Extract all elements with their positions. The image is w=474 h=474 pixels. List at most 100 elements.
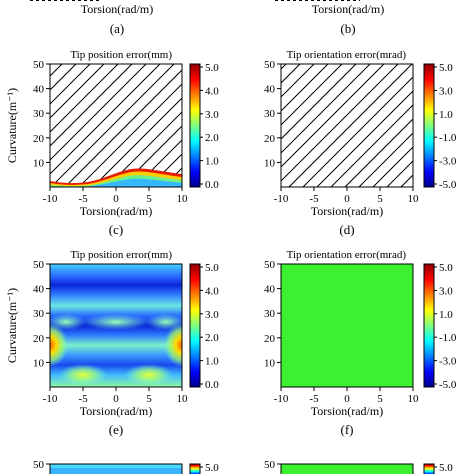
panel-f: Tip orientation error(mrad)1020304050-10… bbox=[264, 249, 457, 437]
panel-e-ytick-label: 30 bbox=[33, 308, 45, 320]
panel-g-field-top bbox=[50, 464, 182, 468]
panel-d-ytick-label: 50 bbox=[264, 59, 276, 71]
panel-e-colorbar-label: 5.0 bbox=[205, 262, 219, 274]
panel-e-xtick-label: -10 bbox=[43, 393, 58, 405]
panel-f-ytick-label: 30 bbox=[264, 308, 276, 320]
panel-f-colorbar-label: 1.0 bbox=[439, 309, 453, 321]
panel-f-colorbar-label: 3.0 bbox=[439, 285, 453, 297]
panel-e-xtick-label: 0 bbox=[113, 393, 119, 405]
panel-c-ytick-label: 10 bbox=[33, 157, 45, 169]
panel-e-xtick-label: 5 bbox=[146, 393, 152, 405]
panel-d-caption: (d) bbox=[339, 222, 354, 237]
panel-h-artwork bbox=[281, 464, 413, 474]
panel-f-colorbar-label: -3.0 bbox=[439, 356, 457, 368]
panel-d-colorbar-label: -1.0 bbox=[439, 132, 457, 144]
panel-d-hatch bbox=[281, 64, 413, 187]
panel-f-ytick-label: 10 bbox=[264, 357, 276, 369]
panel-f-artwork bbox=[281, 264, 413, 387]
panel-f-xtick-label: 10 bbox=[408, 393, 420, 405]
panel-e-colorbar bbox=[189, 263, 201, 388]
panel-d-xtick-label: 5 bbox=[377, 193, 383, 205]
panel-d-colorbar-label: 3.0 bbox=[439, 85, 453, 97]
panel-d-xlabel: Torsion(rad/m) bbox=[311, 204, 383, 218]
top-cut-row: Torsion(rad/m) Torsion(rad/m) (a) (b) bbox=[30, 0, 384, 36]
panel-f-colorbar bbox=[423, 263, 435, 388]
panel-h: 50 5.0 bbox=[264, 459, 453, 474]
panel-e-frame bbox=[49, 263, 183, 388]
panel-e-ytick-label: 50 bbox=[33, 259, 45, 271]
panel-d: Tip orientation error(mrad)1020304050-10… bbox=[264, 49, 457, 237]
panel-d-frame bbox=[280, 63, 414, 188]
panel-e-ytick-label: 10 bbox=[33, 357, 45, 369]
panel-c-artwork bbox=[50, 64, 182, 187]
panel-h-field bbox=[281, 464, 413, 474]
panel-c: Tip position error(mm) 10 20 30 40 50 -10 -5 0 5 1… bbox=[5, 49, 219, 237]
panel-c-ytick-label: 20 bbox=[33, 133, 45, 145]
panel-e-midspot-right bbox=[146, 314, 182, 330]
panel-e-artwork bbox=[50, 264, 182, 387]
panel-c-ytick-label: 30 bbox=[33, 108, 45, 120]
panel-c-xtick-label: 5 bbox=[146, 193, 152, 205]
panel-e-title: Tip position error(mm) bbox=[70, 249, 172, 261]
panel-e-midspot-center bbox=[82, 314, 150, 330]
panel-f-title: Tip orientation error(mrad) bbox=[287, 249, 407, 261]
panel-h-colorbar-label: 5.0 bbox=[439, 462, 453, 474]
panel-d-xtick-label: -5 bbox=[309, 193, 319, 205]
panel-g: 50 5.0 bbox=[33, 459, 219, 474]
panel-f-ytick-label: 40 bbox=[264, 284, 276, 296]
panel-g-colorbar bbox=[189, 463, 201, 474]
panel-c-colorbar-label: 4.0 bbox=[205, 85, 219, 97]
panel-c-ytick-label: 50 bbox=[33, 59, 45, 71]
panel-c-colorbar-label: 0.0 bbox=[205, 179, 219, 191]
panel-c-caption: (c) bbox=[109, 222, 123, 237]
panel-e-warmspot-right bbox=[125, 364, 173, 386]
panel-e-colorbar-label: 4.0 bbox=[205, 285, 219, 297]
panel-g-colorbar-label: 5.0 bbox=[205, 462, 219, 474]
panel-c-xlabel: Torsion(rad/m) bbox=[80, 204, 152, 218]
panel-e-xlabel: Torsion(rad/m) bbox=[80, 404, 152, 418]
panel-f-caption: (f) bbox=[341, 422, 354, 437]
panel-d-ytick-label: 40 bbox=[264, 84, 276, 96]
caption-a: (a) bbox=[110, 21, 124, 36]
panel-e-xtick-label: -5 bbox=[78, 393, 88, 405]
panel-h-frame bbox=[280, 463, 414, 474]
panel-h-colorbar bbox=[423, 463, 435, 474]
panel-c-valid-cyan bbox=[84, 178, 182, 187]
panel-c-frame bbox=[49, 63, 183, 188]
panel-g-field bbox=[50, 464, 182, 474]
panel-f-colorbar-label: -5.0 bbox=[439, 379, 457, 391]
panel-e-midspot-left bbox=[50, 314, 86, 330]
panel-d-xtick-label: 10 bbox=[408, 193, 420, 205]
panel-f-xtick-label: -10 bbox=[274, 393, 289, 405]
panel-e-ytick-label: 20 bbox=[33, 333, 45, 345]
panel-d-colorbar-label: -3.0 bbox=[439, 156, 457, 168]
top-cut-xlabel-right: Torsion(rad/m) bbox=[312, 2, 384, 16]
panel-e-warmspot-left bbox=[59, 364, 107, 386]
panel-d-xtick-label: 0 bbox=[344, 193, 350, 205]
caption-b: (b) bbox=[340, 21, 355, 36]
panel-d-colorbar bbox=[423, 63, 435, 188]
panel-e-ylabel: Curvature(m⁻¹) bbox=[5, 288, 19, 363]
panel-d-title: Tip orientation error(mrad) bbox=[287, 49, 407, 61]
panel-e-colorbar-label: 1.0 bbox=[205, 356, 219, 368]
panel-e-colorbar-label: 2.0 bbox=[205, 332, 219, 344]
panel-e-caption: (e) bbox=[109, 422, 123, 437]
panel-c-title: Tip position error(mm) bbox=[70, 49, 172, 61]
panel-c-xtick-label: -5 bbox=[78, 193, 88, 205]
panel-f-colorbar-label: 5.0 bbox=[439, 262, 453, 274]
panel-e-xtick-label: 10 bbox=[177, 393, 189, 405]
panel-f-xtick-label: 5 bbox=[377, 393, 383, 405]
panel-d-ytick-label: 30 bbox=[264, 108, 276, 120]
panel-d-ytick-label: 10 bbox=[264, 157, 276, 169]
panel-f-ytick-label: 50 bbox=[264, 259, 276, 271]
panel-g-artwork bbox=[50, 464, 182, 474]
top-cut-xlabel-left: Torsion(rad/m) bbox=[81, 2, 153, 16]
panel-d-colorbar-label: 1.0 bbox=[439, 109, 453, 121]
panel-d-ytick-label: 20 bbox=[264, 133, 276, 145]
panel-d-colorbar-label: -5.0 bbox=[439, 179, 457, 191]
panel-c-colorbar-label: 5.0 bbox=[205, 62, 219, 74]
panel-e-colorbar-label: 0.0 bbox=[205, 379, 219, 391]
panel-f-xtick-label: 0 bbox=[344, 393, 350, 405]
